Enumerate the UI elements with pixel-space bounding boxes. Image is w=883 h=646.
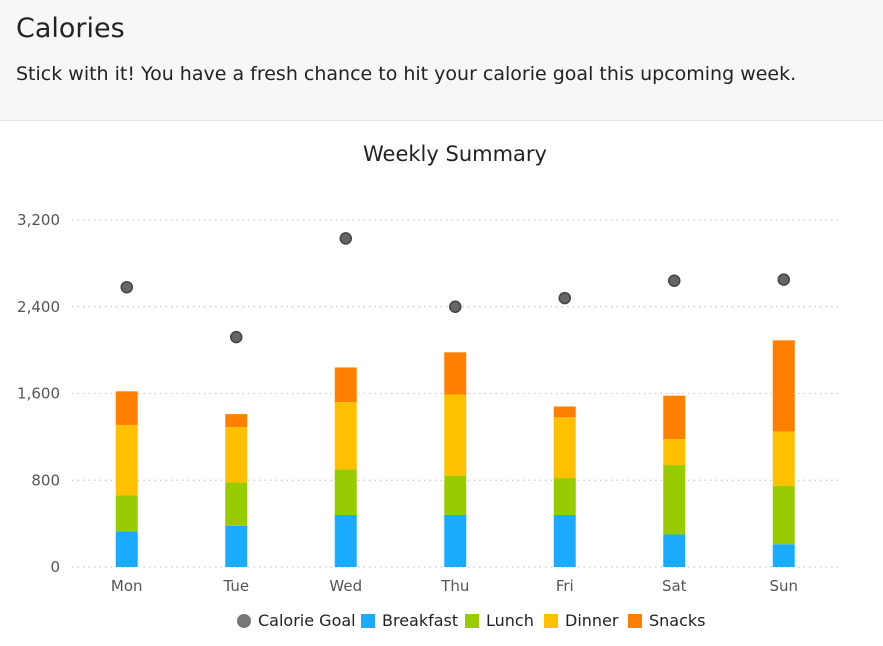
bar-breakfast-sat[interactable]: [663, 534, 686, 567]
bar-breakfast-fri[interactable]: [553, 514, 576, 567]
bar-dinner-fri[interactable]: [553, 417, 576, 479]
legend-marker: [628, 614, 642, 628]
bar-snacks-sat[interactable]: [663, 395, 686, 440]
legend-marker: [361, 614, 375, 628]
encouragement-message: Stick with it! You have a fresh chance t…: [16, 63, 797, 85]
bar-dinner-sat[interactable]: [663, 439, 686, 466]
legend-item-snacks[interactable]: Snacks: [628, 611, 706, 630]
y-tick-label: 0: [50, 558, 60, 576]
y-axis-ticks: 0 800 1,600 2,400 3,200: [17, 211, 60, 576]
goal-point-sat[interactable]: [668, 274, 681, 287]
bar-snacks-tue[interactable]: [225, 414, 248, 428]
bar-dinner-thu[interactable]: [444, 394, 467, 476]
x-tick-label: Thu: [440, 577, 469, 595]
goal-point-tue[interactable]: [230, 330, 243, 344]
legend-label: Snacks: [649, 611, 706, 630]
chart-title: Weekly Summary: [363, 142, 547, 166]
y-tick-label: 3,200: [17, 211, 60, 229]
x-tick-label: Tue: [222, 577, 249, 595]
bar-snacks-mon[interactable]: [115, 391, 138, 425]
bar-snacks-fri[interactable]: [553, 406, 576, 418]
goal-point-mon[interactable]: [120, 280, 133, 294]
bars: [115, 340, 795, 567]
gridlines: [72, 219, 838, 568]
x-tick-label: Sat: [662, 577, 687, 595]
legend-label: Breakfast: [382, 611, 458, 630]
bar-dinner-wed[interactable]: [334, 402, 357, 470]
bar-lunch-thu[interactable]: [444, 475, 467, 515]
legend-item-calorie-goal[interactable]: Calorie Goal: [237, 611, 356, 630]
chart-svg: Weekly Summary 0 800 1,600 2,400 3,200 Mon Tu…: [17, 142, 838, 630]
goal-point-wed[interactable]: [339, 232, 352, 245]
legend-label: Dinner: [565, 611, 619, 630]
bar-dinner-sun[interactable]: [772, 431, 795, 486]
bar-lunch-tue[interactable]: [225, 482, 248, 526]
bar-breakfast-sun[interactable]: [772, 544, 795, 567]
bar-breakfast-thu[interactable]: [444, 514, 467, 567]
goal-point-fri[interactable]: [558, 291, 571, 305]
legend-item-lunch[interactable]: Lunch: [465, 611, 534, 630]
weekly-summary-chart: Weekly Summary 0 800 1,600 2,400 3,200 Mon Tu…: [0, 121, 883, 645]
bar-lunch-sat[interactable]: [663, 465, 686, 535]
bar-snacks-wed[interactable]: [334, 367, 357, 403]
x-axis-ticks: Mon Tue Wed Thu Fri Sat Sun: [111, 577, 798, 595]
bar-breakfast-mon[interactable]: [115, 531, 138, 567]
bar-lunch-fri[interactable]: [553, 478, 576, 515]
bar-breakfast-tue[interactable]: [225, 525, 248, 567]
legend-label: Calorie Goal: [258, 611, 356, 630]
y-tick-label: 2,400: [17, 298, 60, 316]
bar-snacks-sun[interactable]: [772, 340, 795, 432]
bar-snacks-thu[interactable]: [444, 352, 467, 395]
legend-marker: [237, 614, 251, 628]
page-title: Calories: [16, 13, 125, 44]
x-tick-label: Sun: [769, 577, 798, 595]
goal-point-sun[interactable]: [777, 273, 790, 286]
bar-breakfast-wed[interactable]: [334, 514, 357, 567]
bar-lunch-wed[interactable]: [334, 469, 357, 515]
legend-item-dinner[interactable]: Dinner: [544, 611, 619, 630]
legend-item-breakfast[interactable]: Breakfast: [361, 611, 458, 630]
bar-lunch-sun[interactable]: [772, 485, 795, 545]
legend-label: Lunch: [486, 611, 534, 630]
legend-marker: [465, 614, 479, 628]
bar-lunch-mon[interactable]: [115, 495, 138, 532]
x-tick-label: Mon: [111, 577, 143, 595]
page-header: Calories Stick with it! You have a fresh…: [0, 0, 883, 121]
goal-markers: [120, 232, 790, 344]
goal-point-thu[interactable]: [449, 300, 462, 313]
bar-dinner-mon[interactable]: [115, 424, 138, 496]
x-tick-label: Fri: [556, 577, 574, 595]
y-tick-label: 800: [31, 471, 60, 489]
x-tick-label: Wed: [329, 577, 362, 595]
y-tick-label: 1,600: [17, 385, 60, 403]
legend[interactable]: Calorie Goal Breakfast Lunch Dinner Snacks: [237, 611, 706, 630]
legend-marker: [544, 614, 558, 628]
bar-dinner-tue[interactable]: [225, 427, 248, 483]
